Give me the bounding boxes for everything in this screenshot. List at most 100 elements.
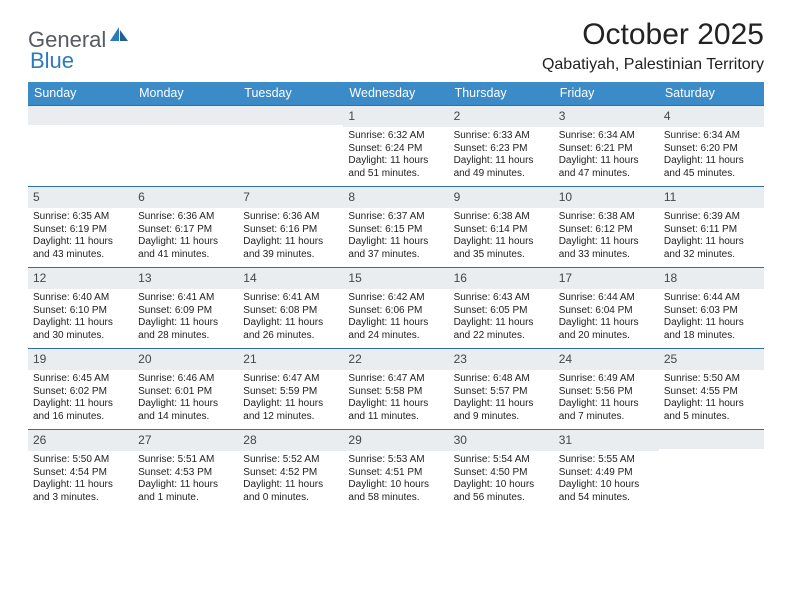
daylight-text-2: and 3 minutes. (33, 492, 128, 505)
daylight-text-2: and 28 minutes. (138, 330, 233, 343)
day-content: Sunrise: 6:47 AMSunset: 5:59 PMDaylight:… (238, 370, 343, 429)
daylight-text: Daylight: 11 hours (348, 398, 443, 411)
daylight-text: Daylight: 11 hours (454, 317, 549, 330)
sunset-text: Sunset: 6:04 PM (559, 305, 654, 318)
sunset-text: Sunset: 5:56 PM (559, 386, 654, 399)
sunset-text: Sunset: 6:20 PM (664, 143, 759, 156)
header: General October 2025 Qabatiyah, Palestin… (28, 18, 764, 74)
sunrise-text: Sunrise: 6:40 AM (33, 292, 128, 305)
day-cell: 28Sunrise: 5:52 AMSunset: 4:52 PMDayligh… (238, 429, 343, 510)
day-content: Sunrise: 6:33 AMSunset: 6:23 PMDaylight:… (449, 127, 554, 186)
sunrise-text: Sunrise: 6:46 AM (138, 373, 233, 386)
daylight-text: Daylight: 11 hours (138, 236, 233, 249)
day-cell: 11Sunrise: 6:39 AMSunset: 6:11 PMDayligh… (659, 186, 764, 267)
sunset-text: Sunset: 5:58 PM (348, 386, 443, 399)
daylight-text-2: and 54 minutes. (559, 492, 654, 505)
daylight-text-2: and 35 minutes. (454, 249, 549, 262)
day-cell: 8Sunrise: 6:37 AMSunset: 6:15 PMDaylight… (343, 186, 448, 267)
daylight-text: Daylight: 11 hours (559, 317, 654, 330)
day-header-row: Sunday Monday Tuesday Wednesday Thursday… (28, 82, 764, 105)
sunset-text: Sunset: 6:03 PM (664, 305, 759, 318)
day-cell (133, 105, 238, 186)
day-number: 29 (343, 429, 448, 451)
daylight-text: Daylight: 11 hours (33, 479, 128, 492)
day-content: Sunrise: 6:43 AMSunset: 6:05 PMDaylight:… (449, 289, 554, 348)
daylight-text-2: and 16 minutes. (33, 411, 128, 424)
day-number: 26 (28, 429, 133, 451)
daylight-text-2: and 51 minutes. (348, 168, 443, 181)
day-cell: 4Sunrise: 6:34 AMSunset: 6:20 PMDaylight… (659, 105, 764, 186)
day-content: Sunrise: 5:51 AMSunset: 4:53 PMDaylight:… (133, 451, 238, 510)
day-cell: 22Sunrise: 6:47 AMSunset: 5:58 PMDayligh… (343, 348, 448, 429)
day-content: Sunrise: 6:36 AMSunset: 6:16 PMDaylight:… (238, 208, 343, 267)
day-number: 2 (449, 105, 554, 127)
daylight-text: Daylight: 11 hours (243, 317, 338, 330)
sunrise-text: Sunrise: 5:55 AM (559, 454, 654, 467)
sunset-text: Sunset: 6:23 PM (454, 143, 549, 156)
day-cell: 13Sunrise: 6:41 AMSunset: 6:09 PMDayligh… (133, 267, 238, 348)
day-number: 6 (133, 186, 238, 208)
day-number: 17 (554, 267, 659, 289)
day-cell: 6Sunrise: 6:36 AMSunset: 6:17 PMDaylight… (133, 186, 238, 267)
day-cell: 19Sunrise: 6:45 AMSunset: 6:02 PMDayligh… (28, 348, 133, 429)
day-content: Sunrise: 6:41 AMSunset: 6:09 PMDaylight:… (133, 289, 238, 348)
logo-text-blue: Blue (30, 48, 74, 73)
day-number: 23 (449, 348, 554, 370)
day-cell (238, 105, 343, 186)
sunrise-text: Sunrise: 6:45 AM (33, 373, 128, 386)
day-content: Sunrise: 5:54 AMSunset: 4:50 PMDaylight:… (449, 451, 554, 510)
day-cell: 18Sunrise: 6:44 AMSunset: 6:03 PMDayligh… (659, 267, 764, 348)
daylight-text-2: and 9 minutes. (454, 411, 549, 424)
daylight-text-2: and 56 minutes. (454, 492, 549, 505)
logo-sail-icon (109, 26, 129, 47)
sunrise-text: Sunrise: 6:44 AM (559, 292, 654, 305)
day-number: 28 (238, 429, 343, 451)
day-content-empty (659, 449, 764, 501)
sunrise-text: Sunrise: 6:42 AM (348, 292, 443, 305)
calendar-body: 1Sunrise: 6:32 AMSunset: 6:24 PMDaylight… (28, 105, 764, 510)
sunset-text: Sunset: 5:59 PM (243, 386, 338, 399)
daylight-text-2: and 49 minutes. (454, 168, 549, 181)
day-number: 5 (28, 186, 133, 208)
sunset-text: Sunset: 5:57 PM (454, 386, 549, 399)
daylight-text-2: and 41 minutes. (138, 249, 233, 262)
week-row: 19Sunrise: 6:45 AMSunset: 6:02 PMDayligh… (28, 348, 764, 429)
day-number: 3 (554, 105, 659, 127)
sunset-text: Sunset: 4:55 PM (664, 386, 759, 399)
daylight-text: Daylight: 11 hours (243, 479, 338, 492)
sunrise-text: Sunrise: 6:38 AM (559, 211, 654, 224)
sunrise-text: Sunrise: 6:41 AM (243, 292, 338, 305)
sunset-text: Sunset: 4:52 PM (243, 467, 338, 480)
daylight-text: Daylight: 11 hours (33, 317, 128, 330)
sunset-text: Sunset: 6:09 PM (138, 305, 233, 318)
location-text: Qabatiyah, Palestinian Territory (542, 56, 764, 74)
day-cell: 25Sunrise: 5:50 AMSunset: 4:55 PMDayligh… (659, 348, 764, 429)
day-number: 8 (343, 186, 448, 208)
sunrise-text: Sunrise: 5:54 AM (454, 454, 549, 467)
sunrise-text: Sunrise: 6:49 AM (559, 373, 654, 386)
daylight-text-2: and 30 minutes. (33, 330, 128, 343)
sunset-text: Sunset: 6:01 PM (138, 386, 233, 399)
day-number: 7 (238, 186, 343, 208)
calendar-table: Sunday Monday Tuesday Wednesday Thursday… (28, 82, 764, 510)
day-cell (659, 429, 764, 510)
day-header: Sunday (28, 82, 133, 105)
daylight-text-2: and 12 minutes. (243, 411, 338, 424)
day-cell: 23Sunrise: 6:48 AMSunset: 5:57 PMDayligh… (449, 348, 554, 429)
day-number: 20 (133, 348, 238, 370)
day-number-empty (238, 105, 343, 125)
sunset-text: Sunset: 4:50 PM (454, 467, 549, 480)
week-row: 12Sunrise: 6:40 AMSunset: 6:10 PMDayligh… (28, 267, 764, 348)
day-number: 1 (343, 105, 448, 127)
day-number: 30 (449, 429, 554, 451)
sunset-text: Sunset: 6:05 PM (454, 305, 549, 318)
sunrise-text: Sunrise: 6:47 AM (243, 373, 338, 386)
day-cell: 9Sunrise: 6:38 AMSunset: 6:14 PMDaylight… (449, 186, 554, 267)
daylight-text-2: and 5 minutes. (664, 411, 759, 424)
daylight-text: Daylight: 11 hours (33, 236, 128, 249)
daylight-text: Daylight: 11 hours (559, 155, 654, 168)
day-cell: 3Sunrise: 6:34 AMSunset: 6:21 PMDaylight… (554, 105, 659, 186)
day-cell: 30Sunrise: 5:54 AMSunset: 4:50 PMDayligh… (449, 429, 554, 510)
day-number: 16 (449, 267, 554, 289)
day-content: Sunrise: 6:49 AMSunset: 5:56 PMDaylight:… (554, 370, 659, 429)
